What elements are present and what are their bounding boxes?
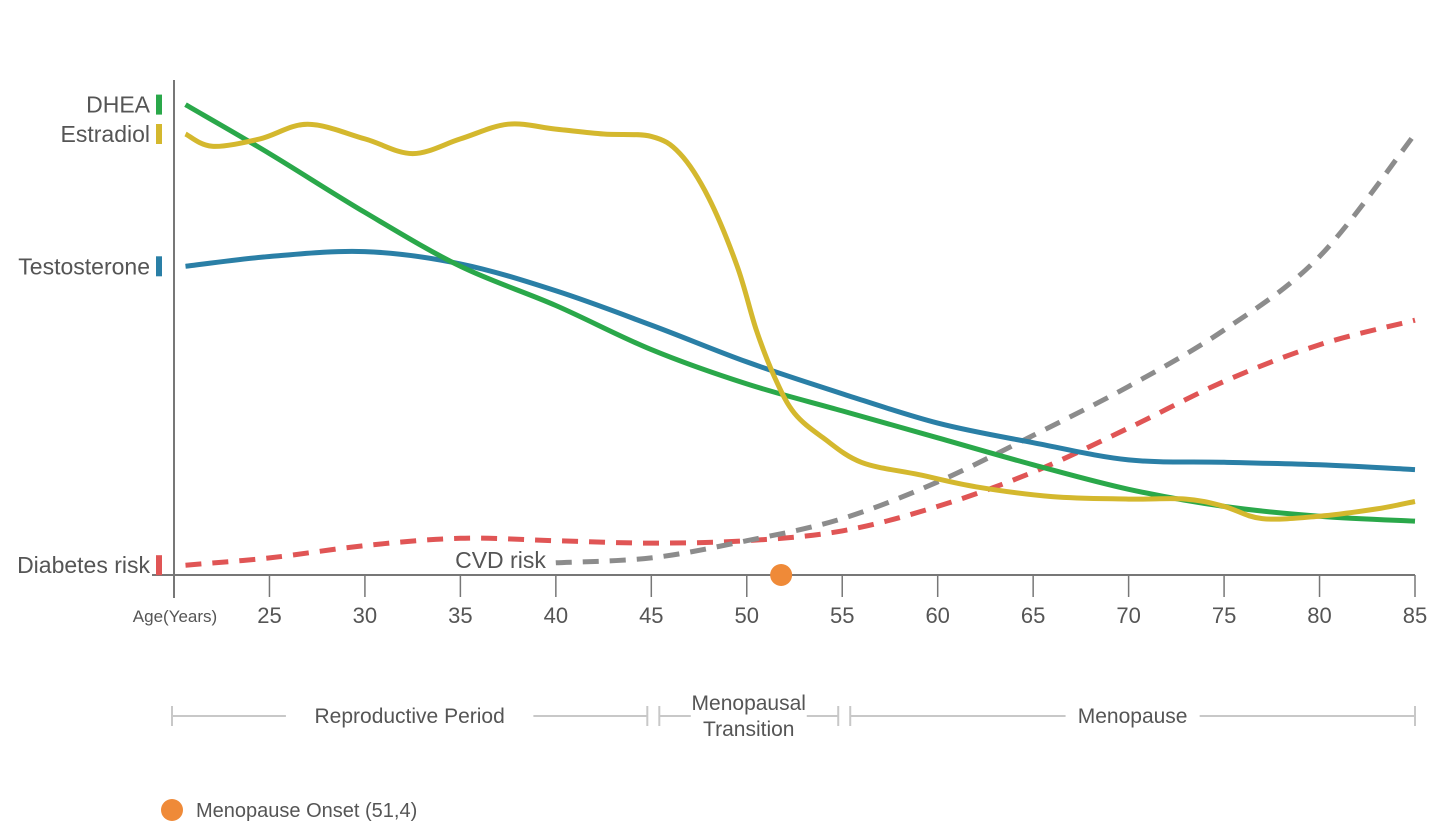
series-label-testosterone: Testosterone: [18, 253, 150, 279]
x-axis-label: Age(Years): [133, 607, 217, 626]
series-line-diabetes-risk: [185, 317, 1416, 568]
x-ticks: 25 30 35 40 45 50 55 60 65 70 75 80 85: [257, 575, 1427, 628]
x-tick-label-75: 75: [1212, 603, 1236, 628]
x-tick-label-60: 60: [925, 603, 949, 628]
marker-menopause-onset: [770, 564, 793, 586]
axes: 25 30 35 40 45 50 55 60 65 70 75 80 85 Age(Years): [133, 80, 1427, 628]
marker-layer: [770, 564, 793, 586]
x-tick-label-25: 25: [257, 603, 281, 628]
x-tick-label-65: 65: [1021, 603, 1045, 628]
series-swatch-testosterone: [156, 256, 162, 277]
x-tick-label-85: 85: [1403, 603, 1427, 628]
period-label: Transition: [703, 718, 794, 741]
series-line-cvd-risk: [555, 132, 1417, 566]
series-swatch-dhea: [156, 94, 162, 115]
period-band-1: Menopausal Transition: [658, 692, 840, 741]
period-band-2: Menopause: [849, 705, 1416, 728]
x-tick-label-35: 35: [448, 603, 472, 628]
legend-marker-menopause-onset: [161, 799, 183, 821]
period-bands: Reproductive PeriodMenopausalTransitionM…: [171, 692, 1416, 741]
x-tick-label-70: 70: [1116, 603, 1140, 628]
legend-label-menopause-onset: Menopause Onset (51,4): [196, 800, 417, 822]
series-swatch-estradiol: [156, 124, 162, 144]
series-label-dhea: DHEA: [86, 92, 151, 118]
x-tick-label-55: 55: [830, 603, 854, 628]
period-band-0: Reproductive Period: [171, 705, 649, 728]
series-line-dhea: [184, 102, 1416, 524]
series-label-diabetes-risk: Diabetes risk: [17, 552, 150, 578]
x-tick-label-45: 45: [639, 603, 663, 628]
series-line-testosterone: [185, 248, 1416, 473]
period-label: Menopausal: [692, 692, 806, 715]
period-label: Menopause: [1078, 705, 1188, 728]
series-line-estradiol: [184, 121, 1416, 522]
series-label-estradiol: Estradiol: [61, 121, 150, 147]
bottom-legend: Menopause Onset (51,4): [161, 799, 417, 822]
x-tick-label-50: 50: [735, 603, 759, 628]
series-layer: [184, 102, 1417, 568]
x-tick-label-40: 40: [544, 603, 568, 628]
series-labels: DHEA Estradiol Testosterone Diabetes risk CV…: [17, 92, 546, 579]
x-tick-label-30: 30: [353, 603, 377, 628]
period-label: Reproductive Period: [315, 705, 505, 728]
x-tick-label-80: 80: [1307, 603, 1331, 628]
series-swatch-diabetes-risk: [156, 555, 162, 576]
series-label-cvd-risk: CVD risk: [455, 547, 546, 573]
